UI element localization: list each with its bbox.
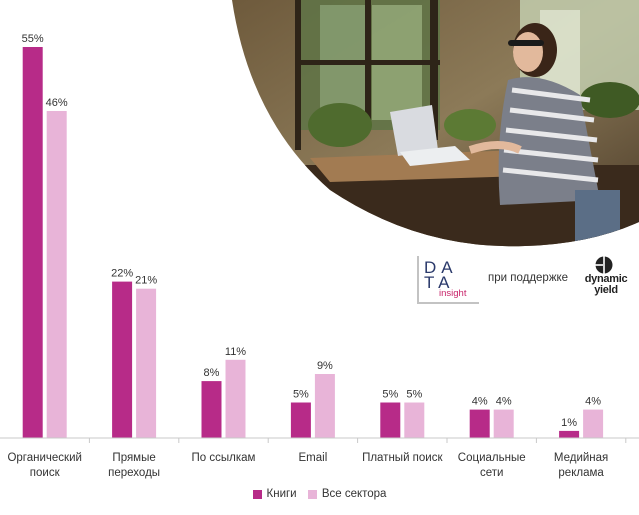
- data-insight-logo-line1: DA: [424, 258, 458, 277]
- value-label-all-sectors-5: 4%: [496, 396, 512, 408]
- value-label-books-5: 4%: [472, 396, 488, 408]
- dynamic-yield-line1: dynamic: [584, 273, 628, 285]
- value-label-books-3: 5%: [293, 389, 309, 401]
- bar-books-4: [380, 402, 401, 438]
- bar-books-5: [469, 409, 490, 438]
- dynamic-yield-logo: dynamic yield: [583, 256, 639, 302]
- bar-all-sectors-2: [225, 359, 246, 438]
- dynamic-yield-line2: yield: [594, 284, 618, 296]
- legend-item-all-sectors: Все сектора: [307, 488, 387, 500]
- value-label-books-1: 22%: [111, 268, 133, 280]
- bar-all-sectors-3: [314, 374, 335, 438]
- sponsor-logos: DA TA insight при поддержке dynamic yiel…: [413, 256, 639, 306]
- legend-label-all-sectors: Все сектора: [321, 488, 387, 500]
- legend-label-books: Книги: [266, 488, 297, 500]
- legend-swatch-books: [252, 489, 262, 499]
- value-label-books-4: 5%: [382, 389, 398, 401]
- dynamic-yield-mark-icon: [595, 256, 613, 274]
- category-labels-layer: Органический поиск Прямые переходы По ссылка…: [7, 452, 608, 479]
- category-label-5: Социальные сети: [458, 452, 526, 479]
- category-label-3: Email: [299, 452, 328, 464]
- category-label-6: Медийная реклама: [554, 452, 608, 479]
- bars-layer: [22, 47, 604, 438]
- value-label-all-sectors-3: 9%: [317, 360, 333, 372]
- bar-books-2: [201, 381, 222, 438]
- bar-books-6: [559, 430, 580, 438]
- chart-legend: Книги Все сектора: [0, 488, 639, 502]
- legend-item-books: Книги: [252, 488, 297, 500]
- x-axis-ticks-layer: [88, 438, 627, 443]
- category-label-4: Платный поиск: [362, 452, 443, 464]
- bar-all-sectors-4: [404, 402, 425, 438]
- dynamic-yield-wordmark: dynamic yield: [583, 274, 629, 296]
- value-labels-layer: 55% 46% 22%21% 8% 11% 5% 9% 5% 5% 4% 4% 1% 4%: [22, 33, 602, 429]
- legend-swatch-all-sectors: [307, 489, 317, 499]
- support-text: при поддержке: [488, 272, 569, 284]
- bar-books-3: [290, 402, 311, 438]
- value-label-books-6: 1%: [561, 417, 577, 429]
- value-label-all-sectors-0: 46%: [46, 97, 68, 109]
- value-label-all-sectors-1: 21%: [135, 275, 157, 287]
- value-label-all-sectors-4: 5%: [406, 389, 422, 401]
- data-insight-logo-line3: insight: [439, 288, 467, 299]
- bar-books-0: [22, 47, 43, 438]
- value-label-books-2: 8%: [204, 367, 220, 379]
- value-label-books-0: 55%: [22, 33, 44, 45]
- data-insight-logo: DA TA insight: [417, 256, 479, 304]
- bar-books-1: [112, 281, 133, 438]
- bar-all-sectors-0: [46, 111, 67, 438]
- data-insight-logo-line2: TA: [424, 273, 455, 292]
- value-label-all-sectors-2: 11%: [225, 346, 246, 358]
- bar-all-sectors-6: [583, 409, 604, 438]
- value-label-all-sectors-6: 4%: [585, 396, 601, 408]
- bar-all-sectors-1: [136, 288, 157, 438]
- category-label-2: По ссылкам: [192, 452, 256, 464]
- category-label-1: Прямые переходы: [108, 452, 160, 479]
- category-label-0: Органический поиск: [7, 452, 81, 479]
- bar-all-sectors-5: [493, 409, 514, 438]
